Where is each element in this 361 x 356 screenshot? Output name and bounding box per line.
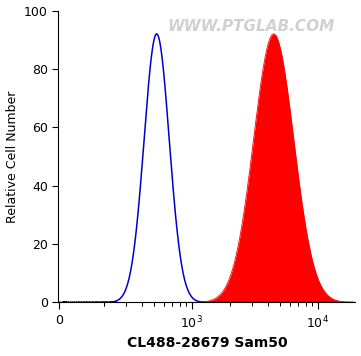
- Point: [84, 300, 90, 305]
- Point: [65, 300, 71, 305]
- Point: [110, 300, 116, 305]
- Point: [61, 300, 67, 305]
- Point: [69, 300, 75, 305]
- Point: [60, 300, 66, 305]
- Point: [71, 300, 77, 305]
- Point: [67, 300, 73, 305]
- Point: [75, 300, 81, 305]
- Point: [87, 300, 93, 305]
- Point: [92, 300, 97, 305]
- Point: [103, 300, 108, 305]
- Point: [96, 300, 101, 305]
- Point: [60, 300, 66, 305]
- Point: [62, 300, 68, 305]
- Point: [106, 300, 112, 305]
- Point: [93, 300, 99, 305]
- Point: [77, 300, 82, 305]
- Point: [80, 300, 86, 305]
- Point: [78, 300, 84, 305]
- Point: [99, 300, 105, 305]
- Point: [97, 300, 103, 305]
- Point: [83, 300, 89, 305]
- Point: [73, 300, 79, 305]
- Point: [60, 300, 65, 305]
- Point: [89, 300, 95, 305]
- Point: [61, 300, 67, 305]
- Point: [63, 300, 69, 305]
- Point: [112, 300, 118, 305]
- Point: [100, 300, 106, 305]
- X-axis label: CL488-28679 Sam50: CL488-28679 Sam50: [127, 336, 287, 350]
- Point: [61, 300, 67, 305]
- Point: [101, 300, 107, 305]
- Point: [113, 300, 119, 305]
- Point: [62, 300, 68, 305]
- Point: [110, 300, 116, 305]
- Point: [108, 300, 113, 305]
- Point: [112, 300, 117, 305]
- Point: [63, 300, 69, 305]
- Point: [106, 300, 112, 305]
- Point: [90, 300, 96, 305]
- Point: [98, 300, 104, 305]
- Point: [62, 300, 68, 305]
- Point: [104, 300, 109, 305]
- Point: [86, 300, 92, 305]
- Point: [94, 300, 100, 305]
- Point: [109, 300, 114, 305]
- Point: [61, 300, 66, 305]
- Y-axis label: Relative Cell Number: Relative Cell Number: [5, 90, 18, 223]
- Point: [62, 300, 68, 305]
- Point: [82, 300, 87, 305]
- Point: [105, 300, 110, 305]
- Text: WWW.PTGLAB.COM: WWW.PTGLAB.COM: [168, 19, 335, 34]
